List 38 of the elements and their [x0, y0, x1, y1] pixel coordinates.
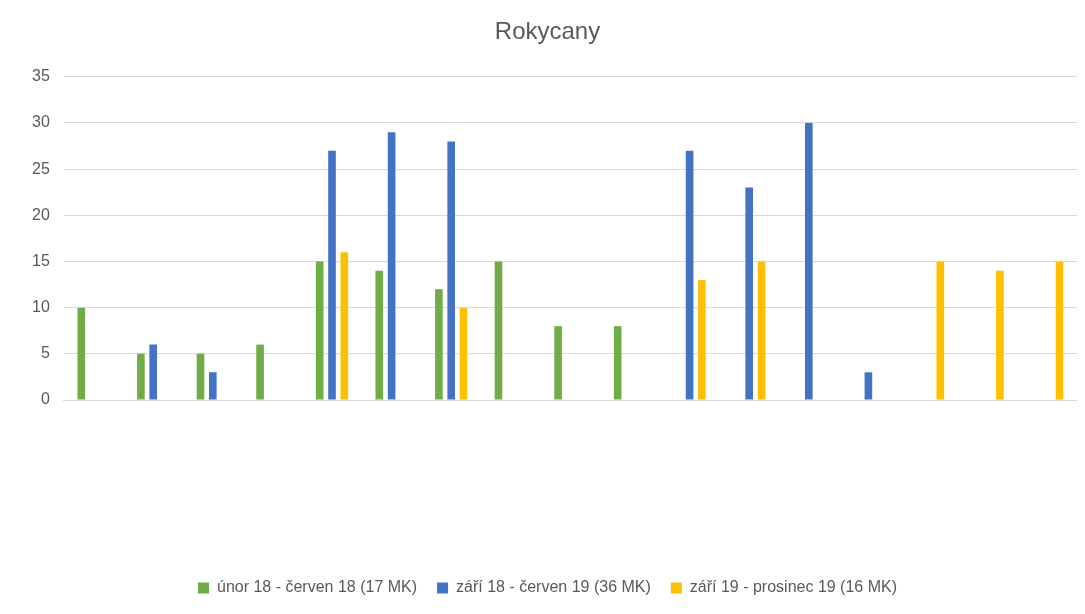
bar — [996, 270, 1004, 400]
bar — [698, 279, 706, 400]
y-tick-label: 10 — [32, 298, 50, 316]
bar — [256, 344, 264, 400]
legend-label: září 19 - prosinec 19 (16 MK) — [689, 578, 898, 596]
chart-title: Rokycany — [494, 17, 601, 45]
y-tick-label: 30 — [32, 113, 50, 131]
y-tick-label: 35 — [32, 67, 50, 85]
bar — [554, 326, 562, 400]
y-tick-label: 0 — [40, 390, 50, 408]
y-tick-label: 5 — [40, 344, 50, 362]
bar — [137, 353, 145, 400]
bar — [494, 261, 503, 400]
y-tick-label: 25 — [32, 159, 50, 177]
y-tick-label: 20 — [32, 205, 50, 223]
bar — [757, 261, 766, 400]
legend-label: září 18 - červen 19 (36 MK) — [456, 578, 651, 596]
bar — [435, 289, 443, 400]
bar — [613, 326, 622, 400]
bar — [315, 261, 324, 400]
bar — [387, 132, 396, 400]
bar — [1055, 261, 1064, 400]
bar — [328, 150, 336, 400]
bar — [459, 307, 468, 400]
bar — [864, 372, 873, 400]
bar — [340, 252, 349, 400]
legend-label: únor 18 - červen 18 (17 MK) — [216, 578, 418, 596]
bar — [77, 307, 86, 400]
bar — [745, 187, 754, 400]
bar — [685, 150, 694, 400]
bar — [196, 353, 205, 400]
bar — [149, 344, 158, 400]
bar — [936, 261, 945, 400]
y-tick-label: 15 — [32, 251, 50, 269]
bar — [804, 122, 813, 400]
bar — [375, 270, 384, 400]
bar — [447, 141, 456, 400]
bar — [208, 372, 217, 400]
